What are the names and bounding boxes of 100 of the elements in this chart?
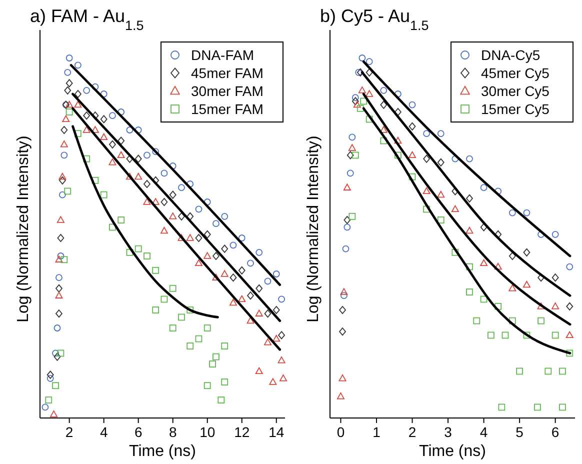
point: [502, 332, 509, 339]
point: [83, 86, 90, 94]
point: [466, 194, 473, 202]
point: [255, 367, 263, 374]
point: [488, 332, 494, 339]
x-tick-label: 3: [444, 424, 452, 440]
point: [272, 334, 280, 342]
point: [45, 396, 52, 404]
point: [340, 292, 348, 300]
point: [494, 262, 502, 270]
point: [280, 374, 288, 382]
point: [66, 79, 73, 88]
point: [55, 256, 63, 262]
point: [508, 209, 516, 216]
point: [552, 332, 559, 339]
point: [52, 382, 59, 390]
point: [195, 206, 202, 213]
point: [178, 212, 185, 220]
point: [66, 100, 74, 108]
point: [356, 104, 364, 112]
point: [360, 98, 368, 105]
point: [256, 284, 263, 292]
y-axis-title: Log (Normalized Intensity): [305, 136, 322, 322]
point: [66, 54, 73, 62]
point: [566, 263, 574, 270]
x-tick-label: 6: [551, 424, 560, 440]
point: [109, 140, 116, 148]
point: [538, 317, 544, 324]
x-tick-label: 5: [516, 424, 524, 440]
point: [82, 126, 90, 133]
point: [209, 360, 216, 368]
point: [269, 378, 277, 385]
point: [117, 151, 125, 158]
point: [58, 172, 66, 180]
point: [366, 58, 373, 66]
point: [152, 198, 160, 205]
point: [422, 187, 430, 194]
point: [340, 288, 348, 295]
point: [74, 100, 82, 108]
point: [204, 324, 211, 332]
point: [272, 270, 280, 278]
point: [178, 184, 185, 192]
point: [437, 216, 444, 224]
point: [353, 100, 361, 108]
point: [278, 356, 286, 364]
x-tick-label: 10: [200, 424, 216, 440]
point: [169, 324, 176, 332]
point: [60, 140, 68, 148]
point: [552, 302, 560, 310]
point: [56, 274, 62, 282]
point: [247, 260, 254, 267]
point: [473, 317, 480, 324]
point: [344, 224, 351, 231]
point: [57, 252, 64, 260]
point: [523, 248, 530, 256]
point: [516, 368, 524, 375]
point: [352, 152, 359, 159]
point: [56, 216, 64, 223]
point: [238, 234, 246, 242]
x-tick-label: 12: [234, 424, 250, 440]
point: [204, 230, 211, 238]
point: [109, 112, 116, 120]
x-axis-title: Time (ns): [419, 443, 486, 460]
point: [144, 252, 150, 260]
point: [346, 170, 354, 177]
x-tick-label: 6: [134, 424, 142, 440]
point: [54, 324, 61, 332]
point: [451, 205, 459, 212]
point: [186, 306, 194, 314]
point: [46, 370, 54, 379]
point: [54, 352, 61, 361]
point: [46, 374, 54, 382]
point: [56, 284, 62, 292]
legend-label: 15mer Cy5: [481, 101, 550, 117]
point: [134, 154, 142, 163]
point: [186, 234, 194, 241]
point: [152, 306, 160, 314]
point: [498, 404, 506, 411]
point: [118, 136, 125, 145]
point: [229, 298, 237, 306]
x-tick-label: 2: [65, 424, 74, 440]
point: [437, 130, 444, 138]
point: [566, 350, 574, 357]
point: [152, 148, 160, 156]
point: [57, 350, 64, 357]
point: [100, 133, 108, 140]
point: [58, 191, 66, 198]
point: [212, 220, 220, 228]
point: [50, 410, 58, 418]
point: [255, 310, 263, 316]
point: [256, 248, 263, 256]
point: [480, 184, 488, 192]
point: [278, 331, 285, 340]
point: [264, 338, 272, 346]
point: [60, 152, 68, 159]
point: [194, 259, 202, 266]
point: [423, 130, 430, 138]
point: [178, 314, 185, 321]
point: [186, 342, 194, 350]
point: [358, 86, 366, 94]
